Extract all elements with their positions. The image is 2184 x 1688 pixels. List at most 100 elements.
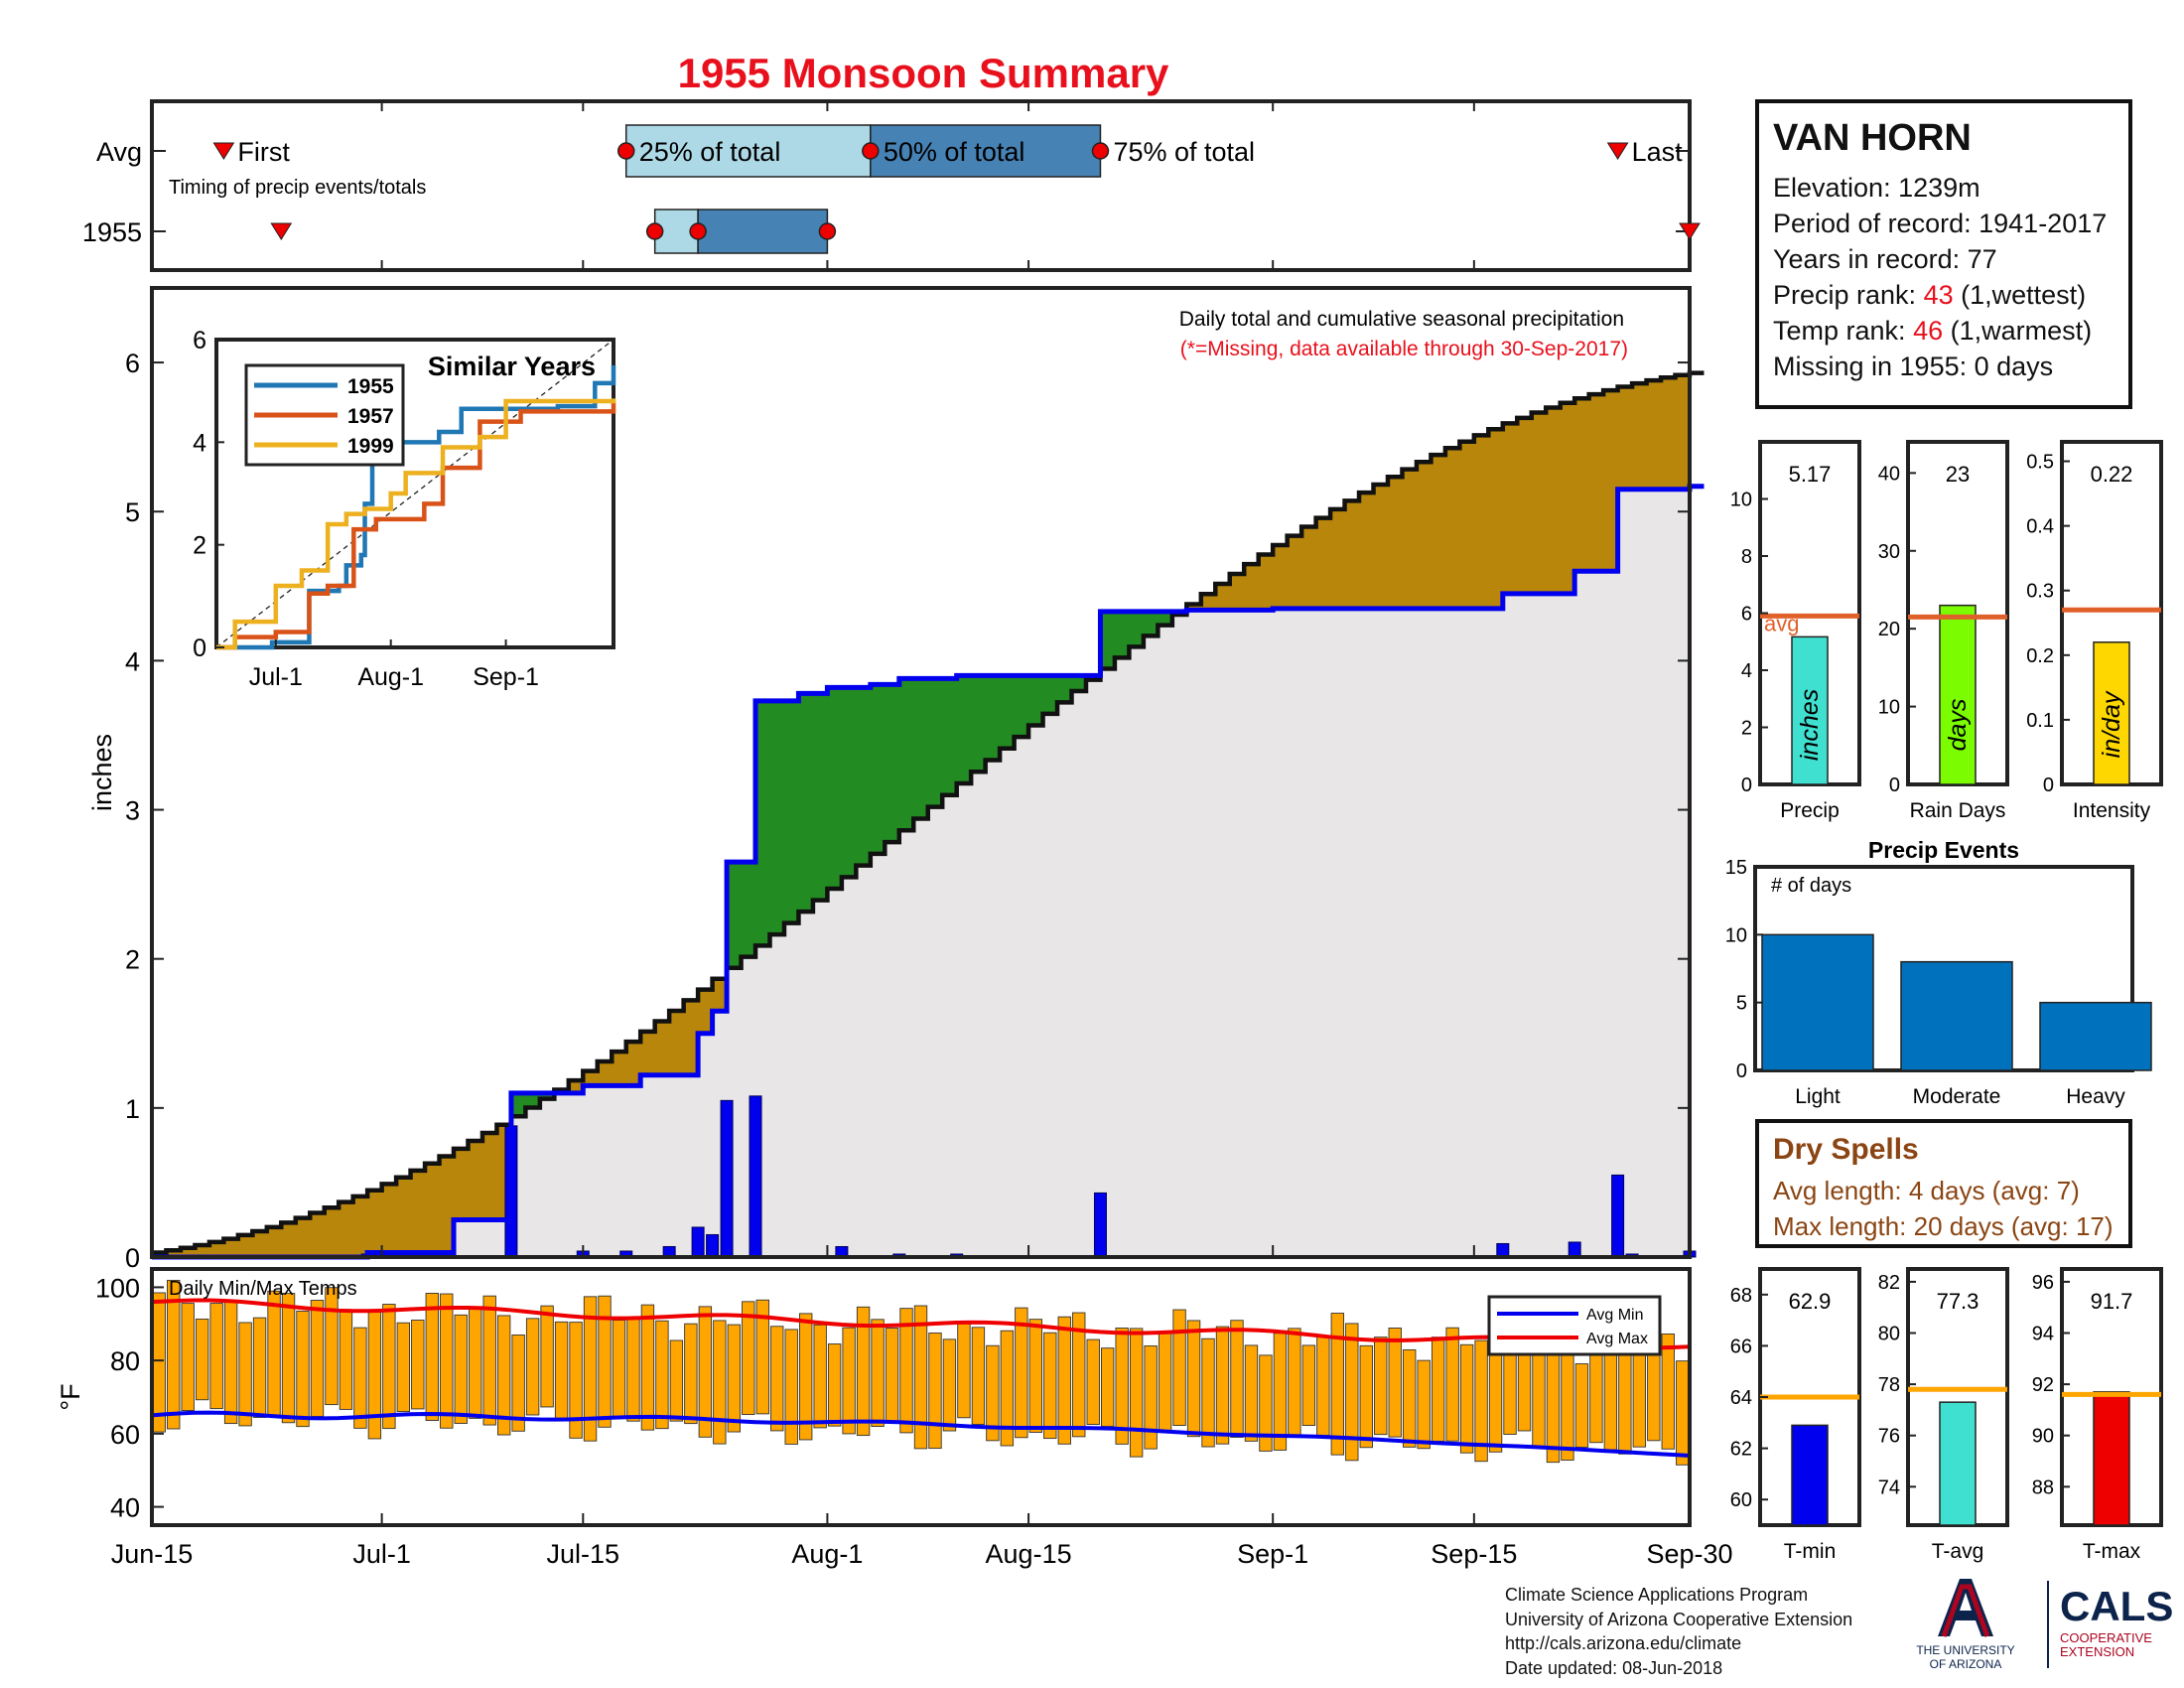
diff-fill-column <box>985 675 1001 761</box>
main-y-tick-label: 6 <box>125 349 140 378</box>
diff-fill-column <box>913 678 929 819</box>
mini-chart-label-season-2: Intensity <box>2073 799 2151 822</box>
x-tick-label: Sep-15 <box>1431 1539 1517 1569</box>
diff-fill-column <box>755 700 771 946</box>
base-fill-column <box>612 1085 627 1257</box>
timing-marker-p75-avg <box>1091 142 1110 160</box>
legend-label-avg-min: Avg Min <box>1586 1307 1644 1324</box>
mini-chart-value-temp-2: 91.7 <box>2091 1289 2133 1314</box>
temp-rank-row: Temp rank: 46 (1,warmest) <box>1773 313 2115 349</box>
timing-box-lower-avg <box>624 124 872 178</box>
base-fill-column <box>1574 571 1590 1257</box>
period-value: 1941-2017 <box>1979 209 2108 238</box>
diff-fill-column <box>841 687 857 878</box>
daily-temp-bar <box>1288 1328 1301 1437</box>
daily-temp-bar <box>152 1292 166 1433</box>
daily-temp-bar <box>1403 1348 1417 1448</box>
timing-label-last: Last <box>1632 137 1684 167</box>
daily-temp-bar <box>1072 1312 1086 1438</box>
timing-marker-last-avg <box>1606 142 1629 160</box>
daily-temp-bar <box>827 1343 842 1427</box>
daily-temp-bar <box>353 1327 367 1429</box>
base-fill-column <box>827 889 843 1257</box>
diff-fill-column <box>1014 675 1029 738</box>
diff-fill-column <box>956 675 972 784</box>
cals-logo: CALS COOPERATIVE EXTENSION <box>2060 1583 2173 1659</box>
mini-chart-value-temp-1: 77.3 <box>1937 1289 1979 1314</box>
diff-fill-column <box>1387 477 1404 609</box>
daily-precip-bar <box>1496 1242 1510 1258</box>
daily-temp-bar <box>1417 1359 1431 1450</box>
daily-temp-bar <box>871 1319 885 1427</box>
base-fill-column <box>1632 489 1648 1257</box>
base-fill-column <box>1042 713 1058 1257</box>
daily-precip-bar <box>749 1095 762 1258</box>
dry-spells-panel: Dry Spells Avg length: 4 days (avg: 7) M… <box>1755 1119 2132 1248</box>
diff-fill-column <box>339 1201 354 1257</box>
diff-fill-column <box>1287 535 1302 609</box>
diff-fill-column <box>510 1092 526 1117</box>
period-label: Period of record: <box>1773 209 1972 238</box>
diff-fill-column <box>712 978 728 1012</box>
base-fill-column <box>1402 608 1418 1257</box>
daily-temp-bar <box>928 1333 942 1450</box>
main-plot-frame <box>150 286 1692 1259</box>
diff-fill-column <box>741 862 756 957</box>
diff-fill-column <box>223 1238 239 1257</box>
x-tick-label: Jul-15 <box>547 1539 620 1569</box>
daily-temp-bar <box>1057 1316 1071 1445</box>
daily-temp-bar <box>798 1313 813 1441</box>
daily-temp-bar <box>986 1344 1000 1442</box>
inset-x-tick-label: Aug-1 <box>357 663 424 691</box>
diff-fill-column <box>612 1052 627 1086</box>
x-tick-label: Sep-1 <box>1237 1539 1308 1569</box>
base-fill-column <box>1200 610 1216 1257</box>
diff-fill-column <box>324 1207 340 1257</box>
base-fill-column <box>985 760 1001 1257</box>
mini-chart-y-tick-label: 62 <box>1730 1439 1752 1461</box>
diff-fill-column <box>1301 526 1317 609</box>
base-fill-column <box>1603 571 1619 1257</box>
cals-logo-line-1: COOPERATIVE <box>2060 1630 2152 1645</box>
main-caption: Daily total and cumulative seasonal prec… <box>1179 308 1624 331</box>
diff-fill-column <box>1315 517 1331 609</box>
diff-fill-column <box>281 1222 297 1257</box>
missing-label: Missing in 1955: <box>1773 352 1968 381</box>
arizona-a-logo-mark <box>1938 1579 1993 1636</box>
daily-temp-bar <box>1561 1351 1574 1461</box>
precip-events-category-1: Moderate <box>1913 1085 2001 1108</box>
credits-block: Climate Science Applications Program Uni… <box>1505 1583 1852 1680</box>
mini-chart-unit-season-0: inches <box>1796 689 1824 761</box>
diff-fill-column <box>856 687 872 866</box>
base-fill-column <box>885 842 900 1257</box>
diff-fill-column <box>454 1148 470 1220</box>
main-y-axis-label: inches <box>87 734 117 811</box>
daily-temp-bar <box>1244 1344 1259 1442</box>
daily-temp-bar <box>1661 1333 1675 1450</box>
elevation-label: Elevation: <box>1773 173 1891 203</box>
diff-fill-column <box>1158 611 1173 626</box>
daily-temp-bar <box>1517 1352 1532 1432</box>
base-fill-column <box>669 1074 685 1257</box>
diff-fill-column <box>1574 398 1590 572</box>
base-fill-column <box>1287 608 1302 1257</box>
diff-fill-column <box>381 1184 397 1253</box>
credits-url[interactable]: http://cals.arizona.edu/climate <box>1505 1633 1742 1653</box>
diff-fill-column <box>885 684 900 843</box>
mini-chart-y-tick-label: 80 <box>1878 1324 1900 1345</box>
daily-temp-bar <box>1359 1344 1373 1449</box>
logos: THE UNIVERSITY OF ARIZONA CALS COOPERATI… <box>1916 1579 2173 1671</box>
daily-temp-bar <box>325 1287 339 1406</box>
daily-temp-bar <box>971 1327 986 1426</box>
daily-temp-bar <box>913 1305 928 1450</box>
daily-temp-bar <box>1215 1326 1230 1445</box>
diff-fill-column <box>295 1217 311 1257</box>
mini-chart-y-tick-label: 0 <box>1889 774 1900 796</box>
diff-fill-column <box>539 1092 555 1099</box>
diff-fill-column <box>1517 417 1533 594</box>
elevation-row: Elevation: 1239m <box>1773 170 2115 206</box>
base-fill-column <box>625 1085 641 1257</box>
diff-fill-column <box>812 693 829 901</box>
chart-title: 1955 Monsoon Summary <box>677 50 1169 96</box>
diff-fill-column <box>1459 441 1475 609</box>
